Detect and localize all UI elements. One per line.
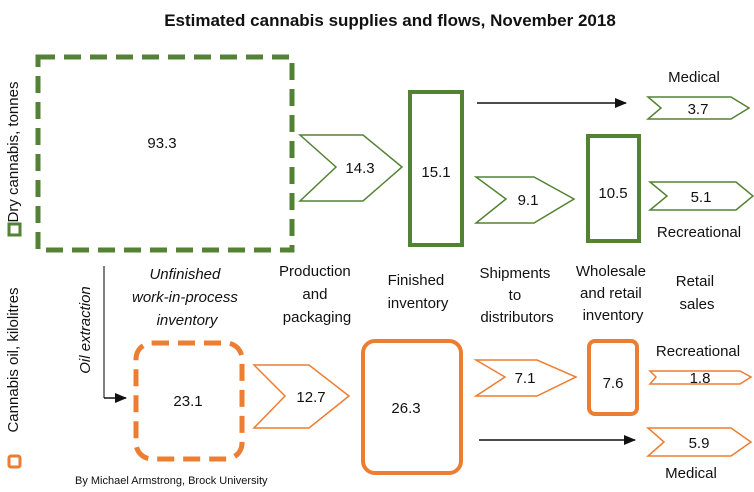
dry-wholesale-box [586,134,641,243]
stage-label-unfinished: Unfinished work-in-process inventory [132,266,242,329]
oil-production-chevron [252,364,351,429]
stage-label-retail: Retail sales [676,273,719,313]
oil-unfinished-value: 23.1 [173,393,202,410]
dry-recreational-chevron [647,181,754,211]
dry-medical-label: Medical [668,69,720,86]
oil-axis-label: Cannabis oil, kilolitres [5,287,22,432]
credit-text: By Michael Armstrong, Brock University [75,475,268,487]
dry-wholesale-value: 10.5 [598,185,627,202]
dry-finished-box [408,90,464,247]
oil-recreational-value: 1.8 [690,370,711,387]
oil-production-value: 12.7 [296,389,325,406]
dry-medical-value: 3.7 [688,101,709,118]
oil-medical-chevron [646,427,753,457]
dry-production-value: 14.3 [345,160,374,177]
oil-recreational-chevron [648,370,753,385]
dry-recreational-value: 5.1 [691,189,712,206]
oil-medical-label: Medical [665,465,717,482]
oil-wholesale-box [587,339,639,416]
dry-unfinished-value: 93.3 [147,135,176,152]
stage-label-production: Production and packaging [279,263,355,326]
dry-shipments-value: 9.1 [518,192,539,209]
oil-shipments-value: 7.1 [515,370,536,387]
oil-unfinished-box [133,340,245,462]
dry-medical-chevron [645,96,751,120]
dry-unfinished-box [35,54,295,253]
oil-extraction-label: Oil extraction [77,286,94,374]
stage-label-finished: Finished inventory [388,272,449,312]
stage-label-shipments: Shipments to distributors [479,265,554,326]
oil-shipments-chevron [473,359,578,397]
oil-legend-swatch [7,454,22,469]
oil-wholesale-value: 7.6 [603,375,624,392]
oil-recreational-label: Recreational [656,343,740,360]
dry-finished-value: 15.1 [421,164,450,181]
dry-legend-swatch [7,222,22,237]
dry-recreational-label: Recreational [657,224,741,241]
dry-shipments-chevron [473,176,576,224]
dry-axis-label: Dry cannabis, tonnes [5,82,22,223]
diagram-title: Estimated cannabis supplies and flows, N… [164,11,616,30]
oil-finished-box [361,339,463,475]
dry-production-chevron [298,134,404,202]
stage-label-wholesale: Wholesale and retail inventory [576,263,650,324]
oil-medical-value: 5.9 [689,435,710,452]
oil-finished-value: 26.3 [391,400,420,417]
